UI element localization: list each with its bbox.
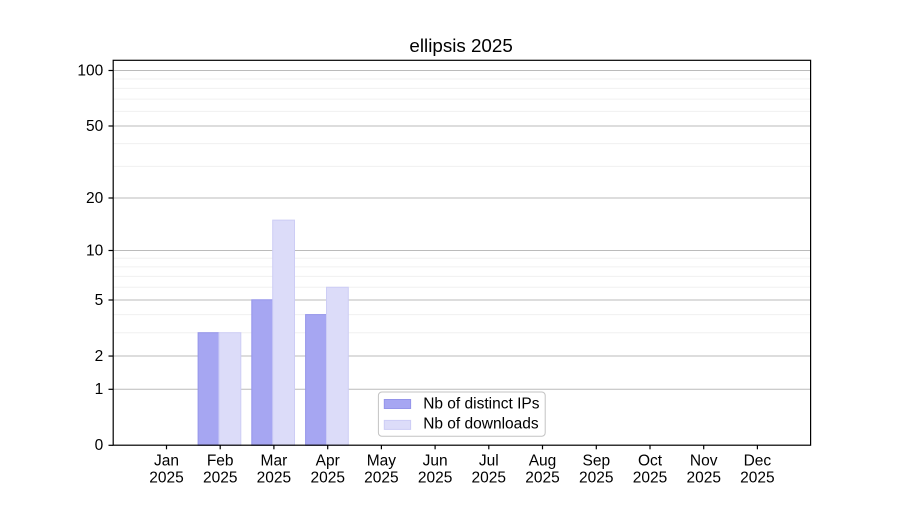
svg-text:0: 0: [95, 437, 104, 454]
svg-text:2025: 2025: [310, 470, 344, 487]
svg-text:Feb: Feb: [207, 452, 234, 469]
svg-text:May: May: [367, 452, 397, 469]
svg-text:1: 1: [95, 381, 104, 398]
svg-text:Jan: Jan: [154, 452, 179, 469]
svg-text:Nb of distinct IPs: Nb of distinct IPs: [423, 395, 540, 412]
svg-text:2025: 2025: [149, 470, 183, 487]
svg-text:Nov: Nov: [690, 452, 718, 469]
svg-text:2025: 2025: [525, 470, 559, 487]
svg-text:20: 20: [86, 190, 104, 207]
svg-text:2025: 2025: [257, 470, 291, 487]
svg-text:Nb of downloads: Nb of downloads: [423, 416, 539, 433]
svg-text:5: 5: [95, 292, 104, 309]
svg-text:2025: 2025: [740, 470, 774, 487]
svg-text:Mar: Mar: [261, 452, 288, 469]
svg-text:Oct: Oct: [638, 452, 663, 469]
svg-text:2025: 2025: [418, 470, 452, 487]
svg-text:Dec: Dec: [744, 452, 772, 469]
svg-text:Apr: Apr: [316, 452, 340, 469]
svg-text:2: 2: [95, 348, 104, 365]
svg-text:50: 50: [86, 118, 104, 135]
svg-text:Aug: Aug: [529, 452, 557, 469]
svg-text:2025: 2025: [203, 470, 237, 487]
svg-text:Sep: Sep: [583, 452, 611, 469]
svg-text:10: 10: [86, 242, 104, 259]
svg-text:Jun: Jun: [423, 452, 448, 469]
svg-text:ellipsis 2025: ellipsis 2025: [409, 35, 512, 56]
svg-text:2025: 2025: [686, 470, 720, 487]
svg-text:2025: 2025: [364, 470, 398, 487]
svg-text:2025: 2025: [579, 470, 613, 487]
svg-text:2025: 2025: [472, 470, 506, 487]
svg-text:100: 100: [77, 62, 103, 79]
svg-text:Jul: Jul: [479, 452, 499, 469]
svg-text:2025: 2025: [633, 470, 667, 487]
